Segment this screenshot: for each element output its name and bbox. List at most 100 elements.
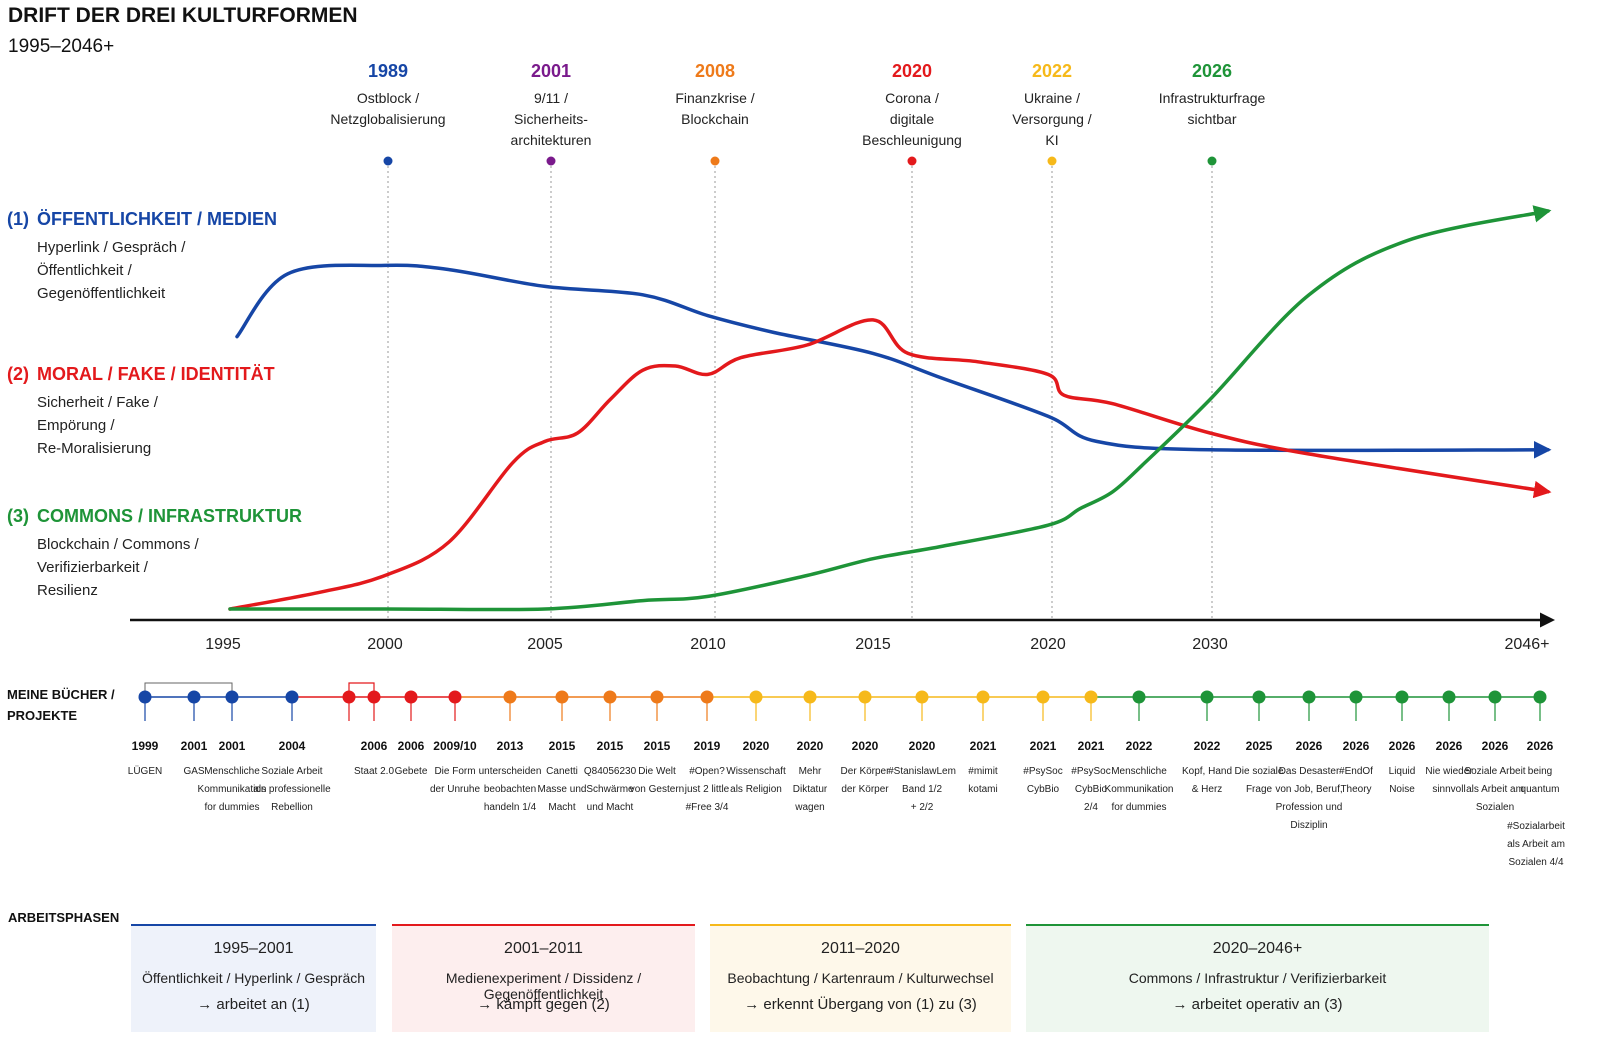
- event-year: 2020: [892, 61, 932, 81]
- x-tick-label: 2000: [367, 636, 403, 653]
- book-title-line: Kopf, Hand: [1182, 766, 1232, 777]
- event-label: Sicherheits-: [514, 111, 588, 127]
- book-title-line: Rebellion: [271, 802, 313, 813]
- book-dot: [404, 690, 418, 704]
- event-label: Infrastrukturfrage: [1159, 90, 1266, 106]
- book-dot: [1252, 690, 1266, 704]
- event-year: 2026: [1192, 61, 1232, 81]
- bracket-blue: [144, 682, 233, 697]
- book-title-line: handeln 1/4: [484, 802, 537, 813]
- book-title-line: CybBio: [1075, 784, 1108, 795]
- category-line: Sicherheit / Fake /: [37, 394, 159, 411]
- book-year: 2006: [361, 739, 388, 753]
- book-dot: [285, 690, 299, 704]
- x-tick-label: 2010: [690, 636, 726, 653]
- book-dot: [749, 690, 763, 704]
- book-title-line: Sozialen: [1476, 802, 1514, 813]
- book-title-line: als Religion: [730, 784, 782, 795]
- book-year: 2022: [1194, 739, 1221, 753]
- category-title: COMMONS / INFRASTRUKTUR: [37, 506, 302, 526]
- event-dot: [710, 156, 720, 166]
- book-dot: [503, 690, 517, 704]
- event-dot: [907, 156, 917, 166]
- book-dot: [700, 690, 714, 704]
- book-title-line: Soziale Arbeit: [1464, 766, 1525, 777]
- book-title-line: kotami: [968, 784, 997, 795]
- x-tick-label: 2020: [1030, 636, 1066, 653]
- book-year: 2013: [497, 739, 524, 753]
- book-title-line: for dummies: [1111, 802, 1166, 813]
- category-number: (3): [7, 506, 29, 526]
- x-tick-label: 2005: [527, 636, 563, 653]
- book-dot: [1302, 690, 1316, 704]
- book-title-line: + 2/2: [911, 802, 934, 813]
- phase-desc: Beobachtung / Kartenraum / Kulturwechsel: [727, 970, 994, 986]
- book-title-line: 2/4: [1084, 802, 1098, 813]
- event-label: Versorgung /: [1012, 111, 1091, 127]
- book-year: 2025: [1246, 739, 1273, 753]
- book-title-line: unterscheiden: [479, 766, 542, 777]
- book-year: 2026: [1296, 739, 1323, 753]
- event-label: Ostblock /: [357, 90, 419, 106]
- book-year: 2022: [1126, 739, 1153, 753]
- book-title-line: Frage: [1246, 784, 1273, 795]
- book-dot: [187, 690, 201, 704]
- phase-focus: → arbeitet an (1): [197, 996, 310, 1013]
- book-title-line: Soziale Arbeit: [261, 766, 322, 777]
- book-dot: [1084, 690, 1098, 704]
- book-title-line: Gebete: [395, 766, 428, 777]
- event-dot: [1047, 156, 1057, 166]
- book-title-line: #PsySoc: [1023, 766, 1062, 777]
- phase-title: 2011–2020: [821, 940, 900, 957]
- book-title-line: Canetti: [546, 766, 578, 777]
- book-year: 2020: [797, 739, 824, 753]
- book-title-line: #Open?: [689, 766, 725, 777]
- book-year: 2021: [970, 739, 997, 753]
- event-dot: [383, 156, 393, 166]
- book-extra-note: Sozialen 4/4: [1508, 857, 1563, 868]
- series-lines: [228, 205, 1552, 612]
- series-line-green: [228, 205, 1552, 612]
- book-extra-note: als Arbeit am: [1507, 839, 1565, 850]
- event-label: Ukraine /: [1024, 90, 1080, 106]
- chart-subtitle: 1995–2046+: [8, 36, 114, 57]
- event-label: Finanzkrise /: [675, 90, 754, 106]
- book-title-line: quantum: [1521, 784, 1560, 795]
- book-title-line: just 2 little: [684, 784, 730, 795]
- x-tick-labels: 1995 2000 2005 2010 2015 2020 2030 2046+: [205, 636, 1549, 653]
- book-title-line: Liquid: [1389, 766, 1416, 777]
- book-title-line: der Körper: [841, 784, 889, 795]
- book-dot: [1036, 690, 1050, 704]
- event-label: digitale: [890, 111, 935, 127]
- book-title-line: #mimit: [968, 766, 998, 777]
- book-extra-note: #Sozialarbeit: [1507, 821, 1565, 832]
- category-title: MORAL / FAKE / IDENTITÄT: [37, 364, 275, 384]
- book-year: 2020: [909, 739, 936, 753]
- book-title-line: Staat 2.0: [354, 766, 394, 777]
- books-label: PROJEKTE: [7, 708, 77, 723]
- book-title-line: von Gestern: [630, 784, 684, 795]
- book-title-line: wagen: [794, 802, 824, 813]
- x-tick-label: 2015: [855, 636, 891, 653]
- book-year: 2020: [743, 739, 770, 753]
- event-dot: [546, 156, 556, 166]
- category-line: Verifizierbarkeit /: [37, 559, 149, 576]
- book-title-line: Die Form: [434, 766, 475, 777]
- phase-title: 2001–2011: [504, 940, 583, 957]
- phase-desc: Öffentlichkeit / Hyperlink / Gespräch: [141, 970, 366, 986]
- book-dot: [858, 690, 872, 704]
- book-dot: [1395, 690, 1409, 704]
- x-tick-label: 2030: [1192, 636, 1228, 653]
- book-title-line: Wissenschaft: [726, 766, 786, 777]
- book-title-line: for dummies: [204, 802, 259, 813]
- category-line: Empörung /: [37, 417, 115, 434]
- phase-focus: → kämpft gegen (2): [477, 996, 610, 1013]
- series-line-red: [228, 318, 1552, 611]
- book-title-line: Die Welt: [638, 766, 676, 777]
- event-label: Corona /: [885, 90, 939, 106]
- bracket-red: [348, 682, 375, 697]
- category-line: Blockchain / Commons /: [37, 536, 200, 553]
- books-timeline: MEINE BÜCHER / PROJEKTE 1999 LÜGEN 2001 GAS 20…: [7, 682, 1565, 868]
- category-labels: (1) ÖFFENTLICHKEIT / MEDIEN Hyperlink / Ge…: [7, 209, 302, 599]
